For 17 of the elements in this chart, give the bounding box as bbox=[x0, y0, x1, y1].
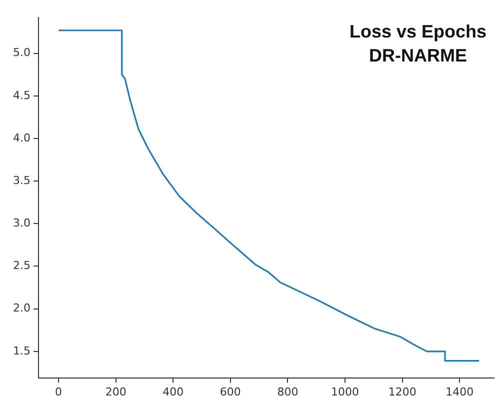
x-tick-label: 1000 bbox=[331, 385, 360, 398]
y-tick-label: 4.5 bbox=[12, 88, 30, 102]
text: Loss vs Epochs DR-NARME bbox=[349, 22, 487, 66]
y-tick-label: 3.0 bbox=[12, 216, 30, 230]
y-tick-label: 3.5 bbox=[12, 174, 30, 187]
x-tick-label: 1400 bbox=[446, 385, 474, 398]
x-tick-label: 200 bbox=[105, 385, 126, 398]
y-tick-label: 2.5 bbox=[12, 259, 30, 272]
x-tick-label: 0 bbox=[55, 385, 62, 398]
x-tick-label: 800 bbox=[277, 385, 298, 398]
y-tick-label: 2.0 bbox=[12, 302, 30, 315]
y-tick-label: 1.5 bbox=[12, 344, 30, 358]
x-tick-label: 600 bbox=[220, 385, 241, 398]
x-tick-label: 1200 bbox=[388, 385, 416, 398]
y-tick-label: 4.0 bbox=[12, 131, 30, 144]
y-tick-label: 5.0 bbox=[12, 46, 30, 60]
x-tick-label: 400 bbox=[162, 385, 184, 398]
